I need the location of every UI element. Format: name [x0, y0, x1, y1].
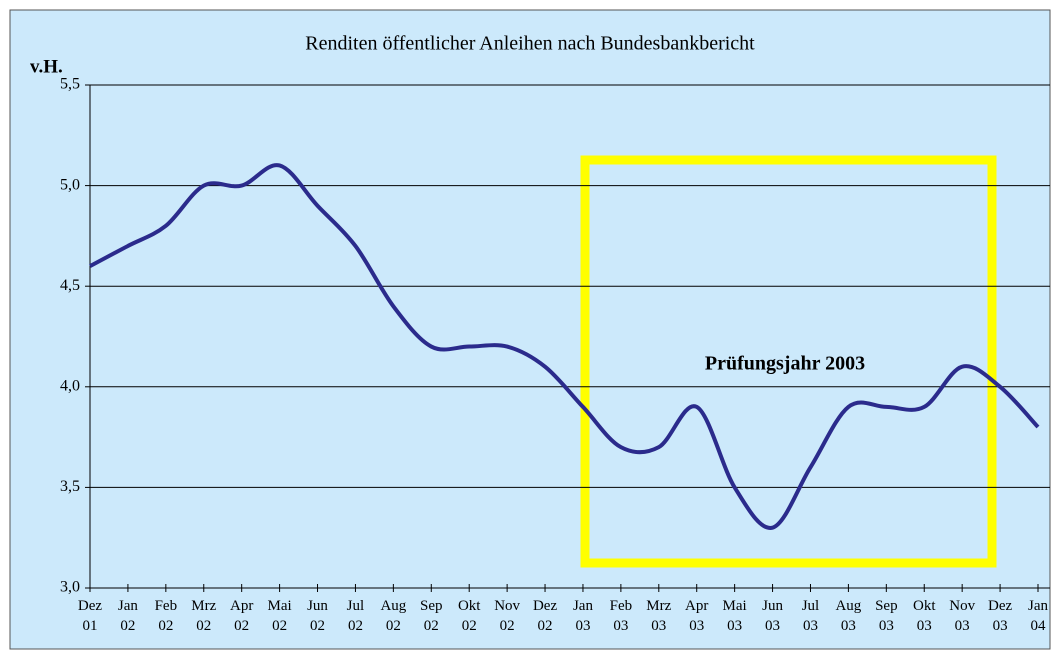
x-tick-label: Apr 02 [230, 598, 254, 634]
annotation: Prüfungsjahr 2003 [705, 353, 865, 375]
x-tick-label: Jul 02 [346, 598, 365, 634]
data-line [89, 163, 1040, 530]
x-tick-label: Sep 03 [875, 598, 898, 634]
chart-title: Renditen öffentlicher Anleihen nach Bund… [305, 33, 755, 55]
x-tick-label: Sep 02 [420, 598, 443, 634]
y-tick-label: 4,5 [60, 277, 80, 294]
y-axis-label: v.H. [30, 56, 63, 77]
x-tick-label: Apr 03 [685, 598, 709, 634]
x-tick-label: Nov 02 [494, 598, 521, 634]
x-tick-label: Nov 03 [949, 598, 976, 634]
x-tick-label: Okt 02 [457, 598, 481, 634]
x-tick-label: Okt 03 [912, 598, 936, 634]
x-tick-label: Jan 02 [117, 598, 138, 634]
x-tick-label: Dez 02 [532, 598, 558, 634]
x-tick-label: Jan 04 [1028, 598, 1048, 634]
x-tick-label: Aug 02 [380, 598, 407, 634]
x-tick-label: Aug 03 [835, 598, 862, 634]
x-tick-label: Feb 02 [154, 598, 178, 634]
y-tick-label: 5,0 [60, 176, 80, 193]
chart-background [9, 9, 1051, 650]
x-tick-label: Mai 03 [722, 598, 747, 634]
x-tick-label: Jun 02 [307, 598, 328, 634]
y-tick-label: 3,0 [60, 579, 80, 596]
x-tick-label: Dez 03 [988, 598, 1013, 634]
x-tick-label: Mrz 03 [646, 598, 672, 634]
x-tick-label: Mrz 02 [191, 598, 217, 634]
x-tick-label: Jun 03 [762, 598, 783, 634]
y-tick-label: 5,5 [60, 76, 80, 93]
x-tick-label: Mai 02 [267, 598, 292, 634]
highlight-box [580, 155, 997, 568]
y-tick-label: 4,0 [60, 377, 80, 394]
x-tick-label: Dez 01 [77, 598, 103, 634]
x-tick-label: Jan 03 [572, 598, 593, 634]
y-tick-label: 3,5 [60, 478, 80, 495]
x-tick-label: Feb 03 [609, 598, 633, 634]
x-tick-label: Jul 03 [801, 598, 820, 634]
